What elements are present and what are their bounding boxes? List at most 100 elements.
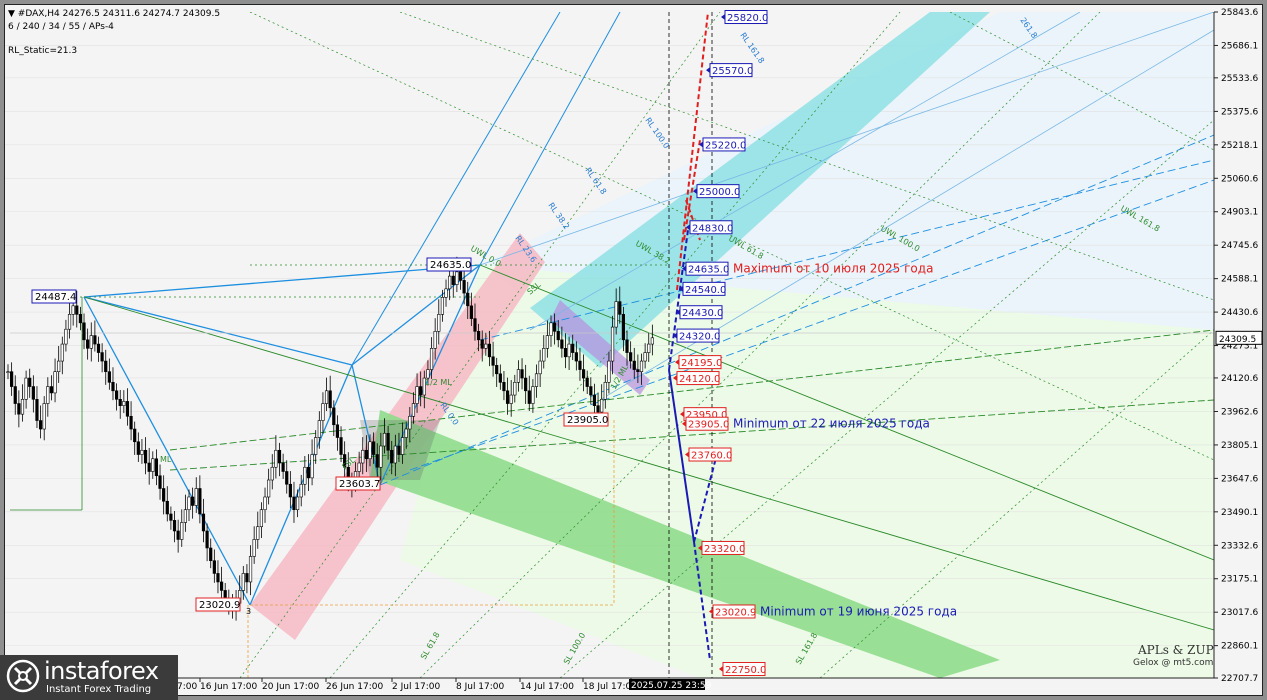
- candle-body: [64, 328, 68, 345]
- x-tick-label: 14 Jul 17:00: [520, 682, 574, 692]
- candle-body: [219, 581, 224, 591]
- candle-body: [538, 360, 542, 375]
- candle-body: [527, 390, 531, 404]
- green-dot-5: [329, 12, 901, 678]
- candle-body: [531, 386, 535, 404]
- candle-body: [491, 356, 495, 366]
- candles-layer: [6, 256, 654, 621]
- svg-text:24195.0: 24195.0: [681, 358, 722, 369]
- candle-body: [524, 377, 528, 392]
- svg-text:23905.0: 23905.0: [567, 415, 608, 426]
- target-label: 25570.0: [706, 63, 753, 78]
- candle-body: [212, 560, 216, 574]
- y-tick-label: 23647.6: [1221, 474, 1258, 484]
- fork-line-9: [351, 12, 561, 366]
- y-tick-label: 24273.1: [1221, 342, 1258, 352]
- target-label: 24540.0: [679, 281, 726, 296]
- channels-layer: [250, 12, 1000, 678]
- candle-body: [205, 530, 209, 549]
- candle-body: [466, 292, 470, 307]
- candle-body: [592, 394, 597, 406]
- svg-text:25000.0: 25000.0: [699, 187, 740, 198]
- candle-body: [147, 462, 151, 472]
- fork-line-6: [351, 364, 381, 486]
- candle-body: [589, 386, 593, 396]
- projection-red-1: [676, 12, 709, 291]
- candle-body: [125, 401, 130, 417]
- candle-body: [31, 386, 35, 400]
- cyan-channel: [530, 12, 990, 368]
- symbol-header: ▼ #DAX,H4 24276.5 24311.6 24274.7 24309.…: [8, 9, 221, 19]
- svg-text:24635.0: 24635.0: [430, 260, 471, 271]
- green-dot-6: [419, 12, 1101, 678]
- candle-body: [35, 398, 39, 421]
- candle-body: [332, 407, 336, 426]
- candle-body: [241, 573, 245, 591]
- candle-body: [379, 445, 383, 468]
- candle-body: [455, 271, 459, 285]
- candle-body: [158, 475, 162, 489]
- candle-body: [487, 343, 492, 358]
- candle-body: [607, 360, 611, 383]
- candle-body: [625, 339, 629, 353]
- median-dash-3: [409, 179, 1214, 471]
- target-label: 23905.0: [682, 416, 729, 431]
- svg-text:24430.0: 24430.0: [682, 308, 723, 319]
- candle-body: [274, 449, 278, 468]
- targets-layer: 25820.0 25570.0 25220.0 25000.0 24830.0 24635…: [673, 10, 768, 677]
- candle-body: [393, 445, 397, 464]
- candle-body: [104, 360, 108, 372]
- candle-body: [303, 466, 307, 485]
- candle-body: [556, 331, 560, 341]
- current-price-tag: [1215, 330, 1263, 345]
- credit-line-1: APLs & ZUP: [1138, 643, 1214, 657]
- candle-body: [129, 415, 133, 430]
- y-tick-label: 22707.7: [1221, 674, 1258, 684]
- watermark-tagline: Instant Forex Trading: [46, 684, 152, 695]
- target-label: 23760.0: [685, 447, 732, 462]
- candle-body: [339, 437, 343, 455]
- candle-body: [502, 382, 506, 392]
- svg-text:23603.7: 23603.7: [339, 479, 380, 490]
- candle-body: [75, 305, 79, 315]
- candle-body: [78, 314, 82, 324]
- candle-body: [256, 526, 260, 540]
- instaforex-logo-icon: [6, 659, 40, 693]
- svg-text:23020.9: 23020.9: [199, 600, 240, 611]
- candle-body: [451, 275, 455, 285]
- annotation-1: Minimum от 22 июля 2025 года: [733, 417, 930, 431]
- candle-body: [57, 360, 61, 372]
- candle-body: [13, 386, 17, 404]
- green-dot-7: [559, 119, 1214, 678]
- candle-body: [440, 297, 445, 315]
- candle-body: [621, 314, 625, 341]
- target-label: 24430.0: [676, 305, 723, 320]
- pivot-label: 23020.9: [195, 597, 241, 612]
- candle-body: [462, 280, 466, 294]
- candle-body: [444, 288, 448, 298]
- candle-body: [422, 377, 426, 396]
- svg-text:23320.0: 23320.0: [704, 544, 745, 555]
- svg-text:25570.0: 25570.0: [712, 66, 753, 77]
- candle-body: [578, 360, 582, 370]
- candle-body: [585, 377, 589, 387]
- candle-body: [292, 496, 296, 511]
- candle-body: [140, 449, 144, 455]
- pivot-number: 3: [246, 607, 251, 616]
- candle-body: [542, 348, 546, 362]
- candle-body: [285, 471, 289, 485]
- candle-body: [397, 445, 401, 455]
- candle-body: [549, 322, 553, 336]
- candle-body: [545, 335, 549, 349]
- green-dash-1: [169, 329, 1214, 451]
- svg-text:24487.4: 24487.4: [35, 292, 76, 303]
- candle-body: [372, 441, 376, 455]
- svg-text:24635.0: 24635.0: [688, 265, 729, 276]
- candle-body: [618, 301, 622, 315]
- candle-body: [143, 449, 148, 464]
- projection-blue-2: [668, 369, 695, 543]
- candle-body: [364, 449, 368, 460]
- candle-body: [245, 573, 249, 583]
- y-tick-label: 23805.1: [1221, 441, 1258, 451]
